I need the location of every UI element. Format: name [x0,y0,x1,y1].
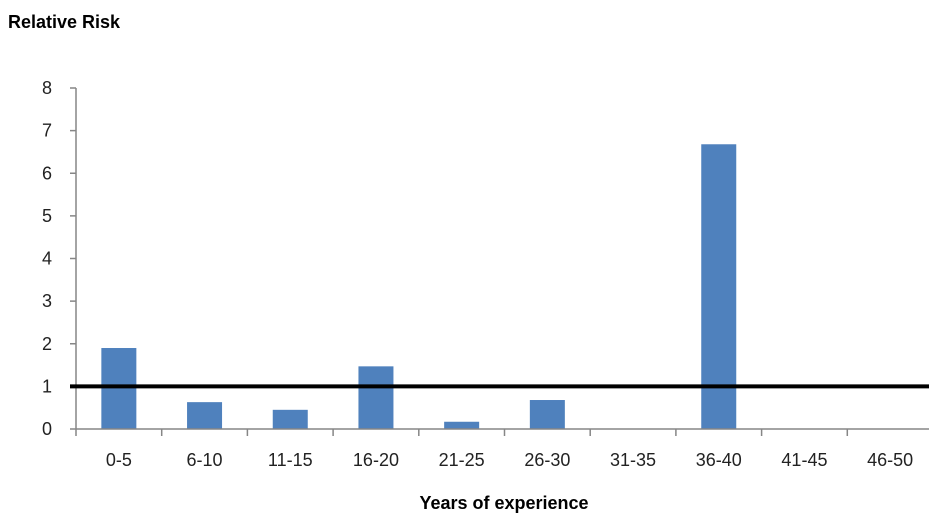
x-tick-labels: 0-5 6-10 11-15 16-20 21-25 26-30 31-35 36-40 41-… [106,450,913,470]
x-tick-label: 6-10 [187,450,223,470]
x-tick-label: 26-30 [524,450,570,470]
bar [101,348,137,429]
x-tick-label: 11-15 [268,450,313,470]
bar [529,400,565,429]
bars-group [101,144,737,429]
x-axis-title: Years of experience [419,493,588,513]
bar [187,402,223,429]
bar [444,421,480,429]
y-tick-label: 7 [42,121,52,141]
x-tick-label: 21-25 [439,450,485,470]
y-tick-label: 2 [42,334,52,354]
x-tick-label: 16-20 [353,450,399,470]
y-axis: 0 1 2 3 4 5 6 7 8 [42,78,77,439]
y-tick-label: 3 [42,291,52,311]
y-tick-label: 4 [42,249,52,269]
y-tick-label: 1 [42,376,52,396]
x-axis [75,428,929,436]
y-tick-label: 5 [42,206,52,226]
y-tick-label: 0 [42,419,52,439]
x-tick-label: 41-45 [781,450,827,470]
bar [701,144,737,429]
x-tick-label: 31-35 [610,450,656,470]
y-axis-title: Relative Risk [8,12,121,32]
x-tick-label: 46-50 [867,450,913,470]
x-tick-label: 0-5 [106,450,132,470]
y-tick-label: 6 [42,163,52,183]
y-tick-label: 8 [42,78,52,98]
bar [272,409,308,429]
bar [358,366,394,429]
x-tick-label: 36-40 [696,450,742,470]
